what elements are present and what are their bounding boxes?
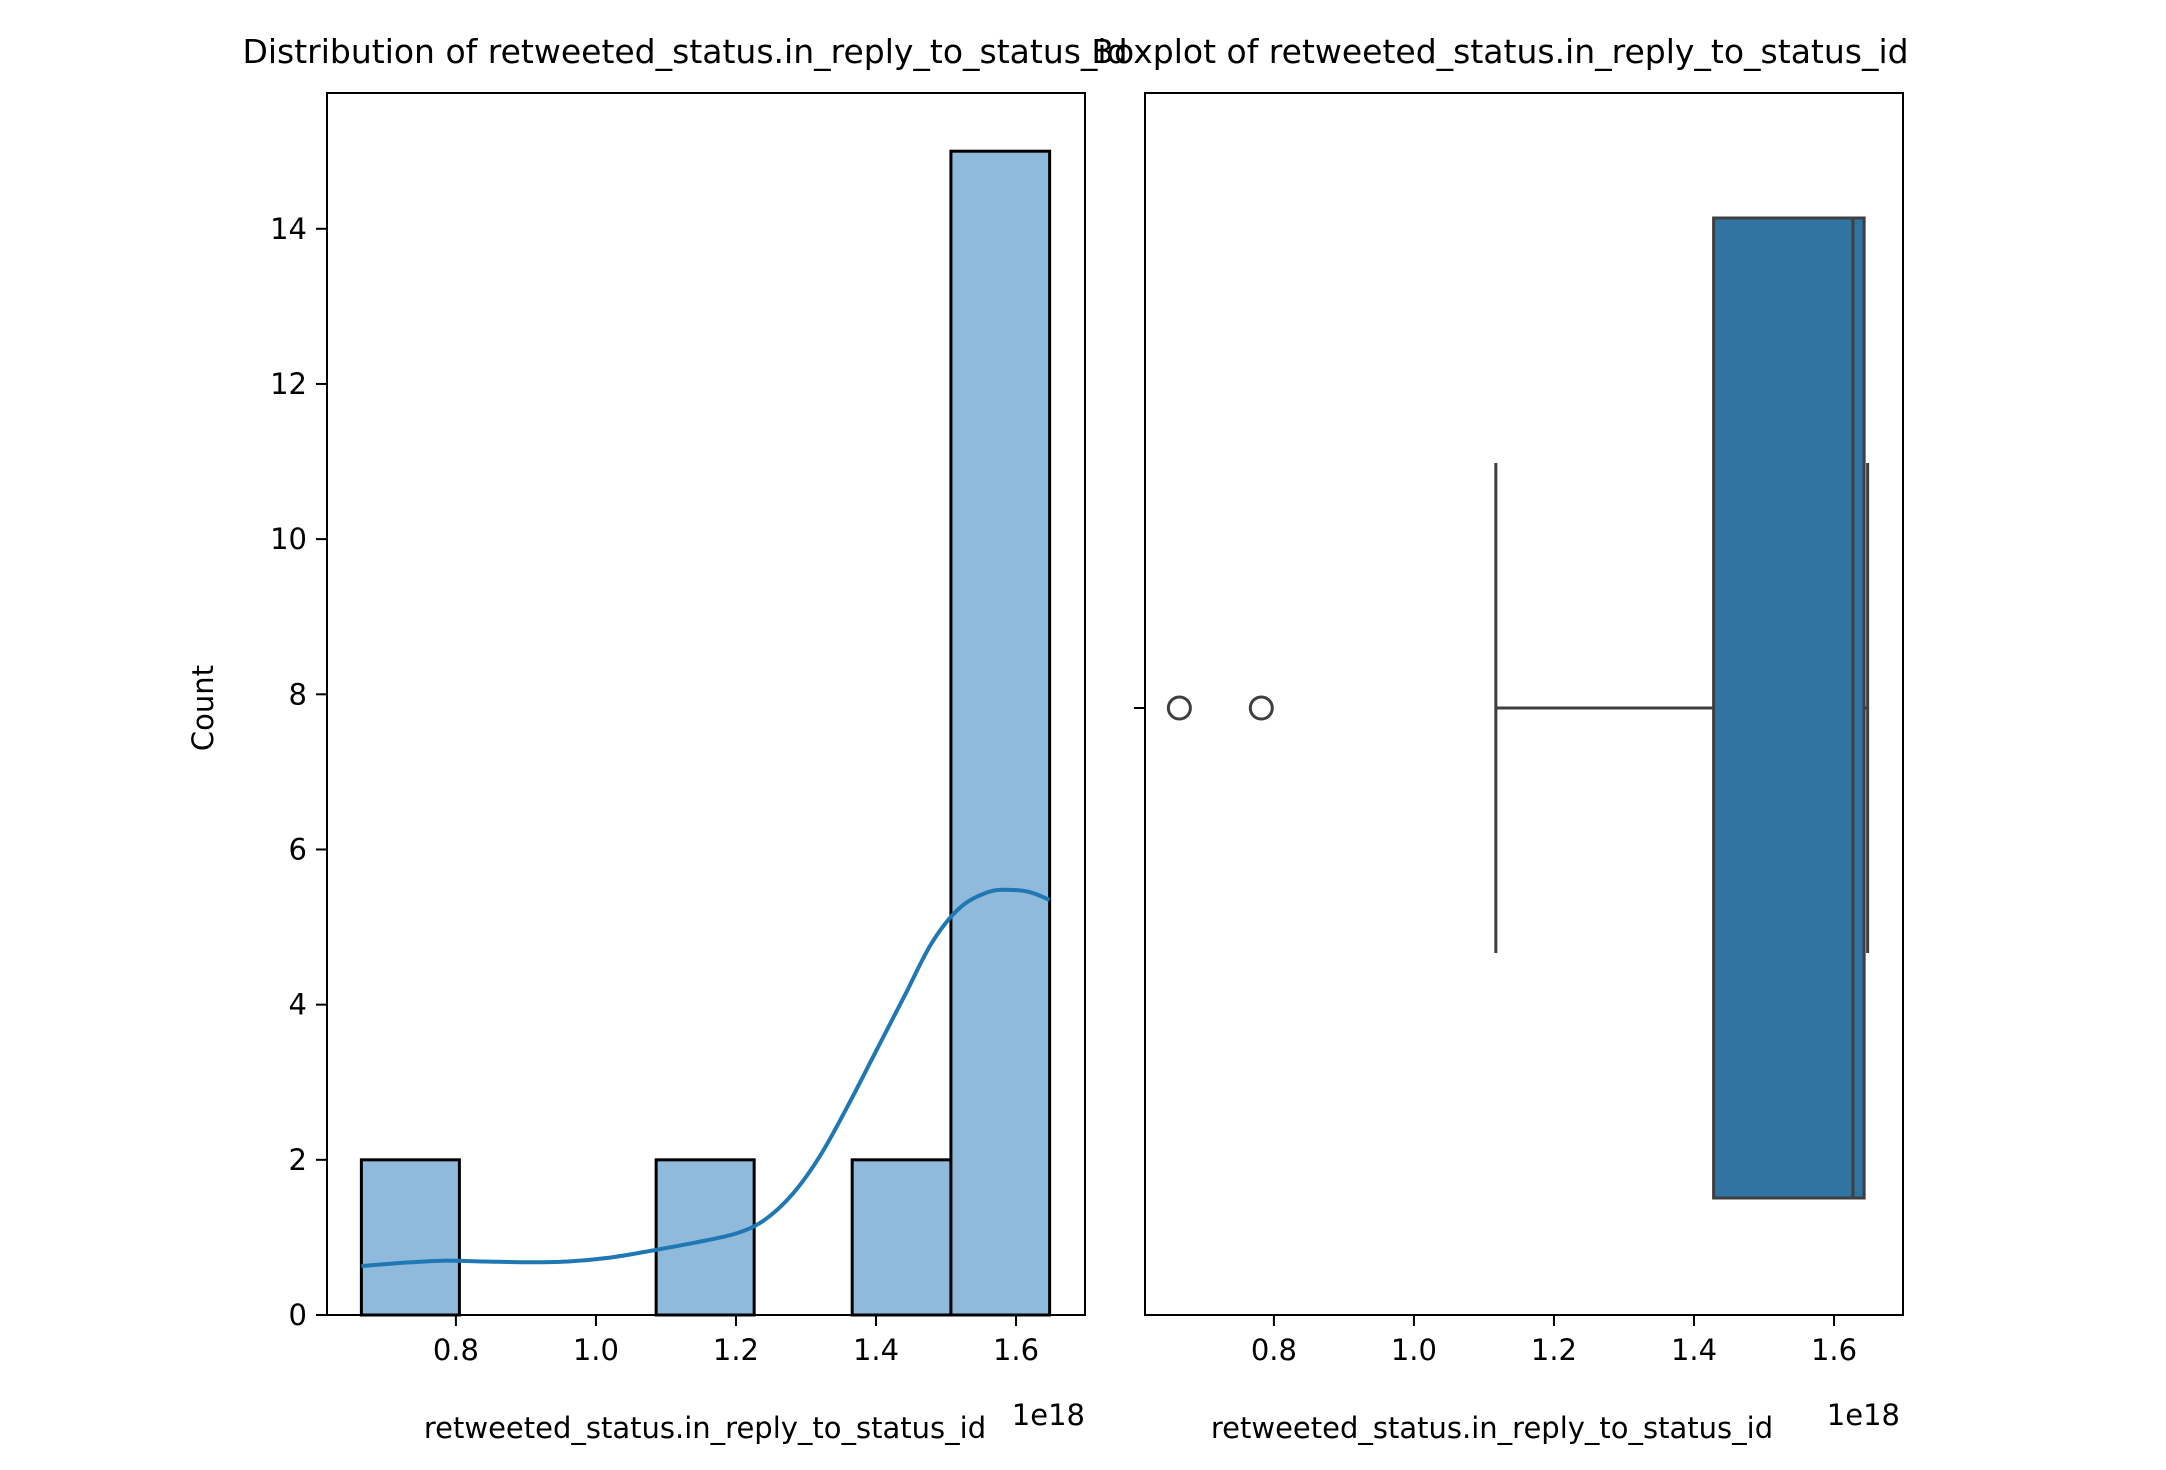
histogram-y-ticks: 0 2 4 6 8 10 12 14 [270,212,327,1332]
x-tick-label: 0.8 [1251,1333,1297,1367]
boxplot-x-axis-label: retweeted_status.in_reply_to_status_id [1211,1411,1773,1445]
y-tick-label: 4 [289,988,307,1022]
histogram-panel: 0.8 1.0 1.2 1.4 1.6 0 2 4 6 8 10 12 14 Distribution… [186,32,1128,1445]
y-tick-label: 2 [289,1143,307,1177]
histogram-bars [359,149,1052,1317]
x-tick-label: 1.0 [573,1333,619,1367]
y-tick-label: 6 [289,832,307,866]
boxplot-x-ticks: 0.8 1.0 1.2 1.4 1.6 [1251,1315,1857,1367]
y-tick-label: 8 [289,677,307,711]
histogram-axes-frame [326,92,1086,1316]
histogram-bar [654,1158,756,1317]
x-tick-label: 1.2 [713,1333,759,1367]
boxplot-panel: 0.8 1.0 1.2 1.4 1.6 Boxplot of retweeted_sta… [1091,32,1908,1445]
x-tick-label: 1.0 [1391,1333,1437,1367]
x-tick-label: 1.6 [1811,1333,1857,1367]
x-tick-label: 1.2 [1531,1333,1577,1367]
boxplot-box [1712,216,1866,1200]
boxplot-x-offset-label: 1e18 [1827,1398,1900,1432]
x-tick-label: 1.4 [1671,1333,1717,1367]
y-tick-label: 14 [270,212,307,246]
outlier-point [1248,695,1274,721]
y-tick-label: 12 [270,367,307,401]
kde-curve [361,887,1051,1269]
boxplot-axes-frame [1144,92,1904,1316]
x-tick-label: 1.6 [993,1333,1039,1367]
boxplot-marks [1166,216,1870,1200]
x-tick-label: 0.8 [433,1333,479,1367]
histogram-bar [850,1158,953,1317]
y-tick-label: 10 [270,522,307,556]
histogram-title: Distribution of retweeted_status.in_repl… [242,32,1127,71]
histogram-bar [949,149,1052,1317]
histogram-x-offset-label: 1e18 [1012,1398,1085,1432]
histogram-y-axis-label: Count [186,665,220,751]
histogram-x-ticks: 0.8 1.0 1.2 1.4 1.6 [433,1315,1039,1367]
boxplot-title: Boxplot of retweeted_status.in_reply_to_… [1091,32,1908,71]
x-tick-label: 1.4 [853,1333,899,1367]
histogram-x-axis-label: retweeted_status.in_reply_to_status_id [424,1411,986,1445]
histogram-bar [359,1158,461,1317]
y-tick-label: 0 [289,1298,307,1332]
outlier-point [1166,695,1192,721]
